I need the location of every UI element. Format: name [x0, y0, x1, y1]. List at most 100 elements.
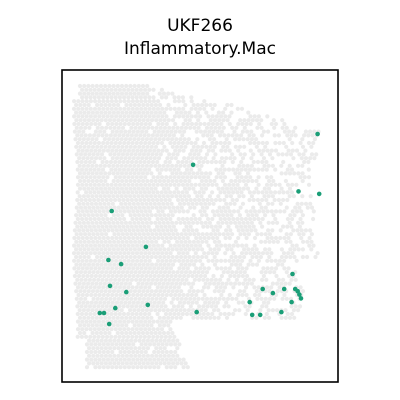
background-cell	[238, 205, 243, 210]
background-cell	[234, 270, 239, 275]
background-cell	[168, 243, 173, 248]
background-cell	[207, 201, 212, 206]
background-cell	[103, 213, 108, 218]
background-cell	[131, 235, 136, 241]
background-cell	[233, 178, 238, 184]
background-cell	[101, 209, 106, 214]
background-cell	[166, 289, 171, 294]
background-cell	[226, 224, 231, 229]
background-cell	[221, 118, 226, 123]
background-cell	[119, 300, 124, 305]
background-cell	[201, 285, 207, 290]
background-cell	[80, 148, 85, 153]
background-cell	[135, 292, 140, 298]
background-cell	[102, 163, 107, 168]
background-cell	[78, 232, 83, 237]
background-cell	[93, 99, 98, 104]
background-cell	[300, 247, 305, 252]
background-cell	[240, 266, 245, 271]
background-cell	[203, 201, 208, 206]
background-cell	[281, 224, 286, 229]
background-cell	[211, 156, 216, 161]
background-cell	[86, 102, 91, 108]
background-cell	[102, 273, 107, 279]
background-cell	[285, 133, 290, 138]
background-cell	[287, 129, 292, 134]
background-cell	[87, 224, 92, 229]
background-cell	[273, 266, 279, 271]
background-cell	[151, 327, 156, 332]
background-cell	[300, 144, 306, 149]
background-cell	[237, 171, 242, 176]
background-cell	[101, 106, 106, 111]
background-cell	[149, 262, 155, 267]
background-cell	[247, 133, 252, 138]
background-cell	[202, 292, 207, 298]
background-cell	[177, 258, 182, 263]
background-cell	[120, 361, 125, 366]
background-cell	[169, 228, 174, 233]
background-cell	[147, 342, 153, 347]
background-cell	[185, 121, 190, 127]
background-cell	[133, 239, 138, 244]
background-cell	[239, 251, 245, 256]
background-cell	[179, 232, 184, 237]
background-cell	[209, 224, 214, 229]
background-cell	[240, 300, 246, 305]
background-cell	[301, 152, 306, 157]
background-cell	[259, 232, 264, 237]
background-cell	[102, 156, 107, 161]
background-cell	[137, 125, 142, 130]
background-cell	[209, 277, 214, 282]
background-cell	[89, 201, 94, 206]
background-cell	[281, 251, 287, 256]
background-cell	[227, 182, 232, 187]
background-cell	[134, 216, 139, 222]
background-cell	[122, 182, 127, 187]
background-cell	[87, 277, 92, 282]
background-cell	[174, 171, 179, 176]
background-cell	[104, 304, 109, 309]
background-cell	[156, 121, 161, 127]
background-cell	[215, 228, 220, 233]
background-cell	[137, 296, 142, 301]
background-cell	[84, 258, 89, 263]
background-cell	[282, 258, 287, 263]
background-cell	[280, 152, 285, 157]
background-cell	[220, 281, 225, 286]
background-cell	[135, 357, 140, 362]
background-cell	[79, 277, 84, 282]
background-cell	[135, 121, 140, 127]
background-cell	[169, 129, 174, 134]
background-cell	[200, 247, 205, 252]
background-cell	[75, 140, 81, 146]
background-cell	[108, 133, 113, 138]
background-cell	[267, 247, 272, 252]
background-cell	[105, 342, 111, 347]
background-cell	[133, 361, 138, 366]
background-cell	[147, 182, 152, 187]
background-cell	[101, 365, 106, 370]
background-cell	[163, 224, 168, 229]
background-cell	[240, 258, 245, 263]
background-cell	[81, 129, 86, 134]
background-cell	[212, 239, 217, 244]
background-cell	[80, 121, 85, 127]
background-cell	[100, 159, 105, 165]
background-cell	[136, 83, 141, 89]
background-cell	[120, 205, 126, 210]
background-cell	[91, 338, 96, 343]
background-cell	[139, 349, 144, 355]
background-cell	[82, 330, 87, 336]
background-cell	[258, 220, 263, 225]
background-cell	[165, 201, 170, 206]
background-cell	[273, 209, 279, 214]
background-cell	[280, 118, 285, 123]
background-cell	[212, 262, 218, 267]
background-cell	[216, 194, 221, 199]
background-cell	[156, 129, 161, 134]
background-cell	[144, 129, 149, 134]
background-cell	[157, 308, 162, 313]
background-cell	[265, 258, 270, 263]
background-cell	[233, 144, 238, 149]
